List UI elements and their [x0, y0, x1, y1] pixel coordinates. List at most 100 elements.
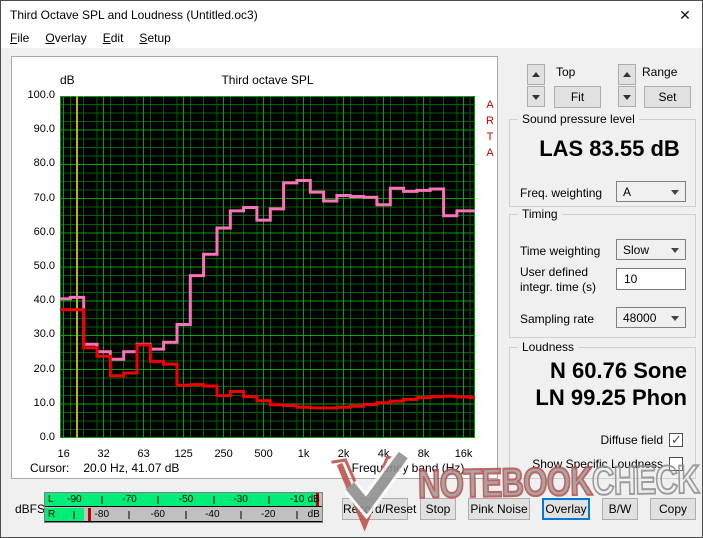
x-tick-label: 16k	[454, 448, 473, 460]
x-tick-label: 63	[137, 448, 150, 460]
top-spin-up-button[interactable]	[527, 64, 545, 85]
cursor-readout: Cursor: 20.0 Hz, 41.07 dB	[30, 461, 179, 475]
copy-button[interactable]: Copy	[650, 498, 696, 520]
x-tick-label: 250	[214, 448, 233, 460]
cursor-readout-value: 20.0 Hz, 41.07 dB	[83, 461, 180, 475]
spl-groupbox: Sound pressure level LAS 83.55 dB Freq. …	[509, 112, 696, 207]
meter-tick	[296, 511, 298, 519]
y-tick-label: 0.0	[39, 431, 55, 443]
chevron-down-icon	[671, 190, 679, 195]
dbfs-label: dBFS	[15, 502, 46, 516]
arrow-down-icon	[532, 95, 540, 100]
x-tick-label: 2k	[337, 448, 350, 460]
meter-scale-label: -10	[289, 494, 305, 505]
spl-chart-svg	[60, 96, 475, 438]
spl-group-label: Sound pressure level	[518, 112, 639, 126]
x-axis-label: Frequency band (Hz)	[351, 461, 465, 475]
x-tick-label: 1k	[297, 448, 310, 460]
y-tick-label: 20.0	[33, 362, 55, 375]
loudness-phon-value: LN 99.25 Phon	[535, 385, 687, 410]
meter-scale-label: -80	[94, 509, 110, 520]
arrow-down-icon	[623, 95, 631, 100]
meter-scale-label: -90	[67, 494, 82, 505]
meter-peak-indicator	[87, 508, 91, 521]
meter-row-r: R -80 -60 -40 -20 dB	[45, 508, 322, 522]
y-tick-label: 10.0	[33, 396, 55, 409]
y-tick-label: 100.0	[27, 89, 55, 101]
menu-item-file[interactable]: File	[10, 31, 30, 45]
series-overlay-spl	[60, 179, 475, 361]
meter-tick	[73, 511, 75, 519]
meter-unit-label: dB	[307, 509, 320, 520]
freq-weighting-value: A	[623, 185, 632, 199]
specific-loudness-label: Show Specific Loudness	[532, 457, 663, 471]
y-tick-label: 90.0	[33, 123, 55, 136]
y-tick-label: 70.0	[33, 191, 55, 204]
pink-noise-button[interactable]: Pink Noise	[468, 498, 530, 520]
top-spin-down-button[interactable]	[527, 86, 545, 107]
stop-button[interactable]: Stop	[420, 498, 456, 520]
range-label: Range	[642, 65, 678, 79]
spl-plot-area[interactable]	[60, 96, 475, 438]
time-weighting-label: Time weighting	[520, 244, 601, 258]
cursor-readout-prefix: Cursor:	[30, 461, 70, 475]
meter-tick	[213, 496, 215, 504]
y-tick-label: 30.0	[33, 328, 55, 341]
freq-weighting-label: Freq. weighting	[520, 186, 603, 200]
arrow-up-icon	[532, 72, 540, 77]
overlay-button[interactable]: Overlay	[542, 498, 590, 520]
spl-value: LAS 83.55 dB	[539, 136, 680, 161]
chart-panel: dB Third octave SPL A R T A Cursor: 20.0 …	[11, 56, 498, 479]
meter-scale-label: -40	[205, 509, 220, 520]
time-weighting-select[interactable]: Slow	[616, 239, 686, 260]
sampling-rate-value: 48000	[623, 311, 657, 325]
x-tick-label: 500	[254, 448, 273, 460]
meter-tick	[185, 511, 187, 519]
range-spinner	[618, 64, 636, 108]
menu-bar: File Overlay Edit Setup	[1, 29, 702, 48]
meter-unit-label: dB	[307, 494, 320, 505]
arrow-up-icon	[623, 72, 631, 77]
y-tick-label: 50.0	[33, 260, 55, 272]
meter-scale-label: -50	[178, 494, 194, 505]
transport-button-row: Record/Reset Stop Pink Noise Overlay B/W Copy	[342, 498, 696, 520]
meter-scale-label: -60	[150, 509, 165, 520]
specific-loudness-row: Show Specific Loudness	[532, 457, 683, 471]
chevron-down-icon	[671, 248, 679, 253]
meter-tick	[157, 496, 159, 504]
chart-title: Third octave SPL	[221, 73, 314, 87]
range-spin-down-button[interactable]	[618, 86, 636, 107]
diffuse-field-row: Diffuse field	[600, 432, 683, 448]
level-meter: L -90 -70 -50 -30 -10 dB R -80 -60 -40 -20 dB	[44, 492, 323, 523]
close-icon[interactable]: ✕	[679, 7, 691, 23]
range-spin-up-button[interactable]	[618, 64, 636, 85]
sampling-rate-label: Sampling rate	[520, 312, 595, 326]
meter-peak-indicator	[315, 493, 319, 506]
meter-channel-label: L	[48, 494, 54, 505]
chevron-down-icon	[671, 316, 679, 321]
x-tick-label: 125	[174, 448, 193, 460]
y-tick-label: 40.0	[33, 294, 55, 307]
diffuse-field-checkbox[interactable]	[669, 432, 683, 448]
record-reset-button[interactable]: Record/Reset	[342, 498, 416, 520]
x-tick-label: 8k	[417, 448, 430, 460]
specific-loudness-checkbox[interactable]	[669, 457, 683, 471]
set-button[interactable]: Set	[644, 86, 691, 108]
meter-tick	[268, 496, 270, 504]
loudness-group-label: Loudness	[518, 340, 579, 354]
sampling-rate-select[interactable]: 48000	[616, 307, 686, 328]
y-axis-unit-label: dB	[60, 73, 75, 87]
top-label: Top	[556, 65, 576, 79]
integr-time-input[interactable]: 10	[616, 268, 686, 290]
meter-fill	[45, 493, 316, 506]
menu-item-setup[interactable]: Setup	[139, 31, 171, 45]
menu-item-overlay[interactable]: Overlay	[45, 31, 87, 45]
freq-weighting-select[interactable]: A	[616, 181, 686, 202]
menu-item-edit[interactable]: Edit	[102, 31, 124, 45]
fit-button[interactable]: Fit	[554, 86, 601, 108]
x-tick-label: 4k	[377, 448, 390, 460]
b-w-button[interactable]: B/W	[602, 498, 638, 520]
x-tick-label: 16	[57, 448, 70, 460]
meter-tick	[101, 496, 103, 504]
diffuse-field-label: Diffuse field	[600, 433, 663, 447]
